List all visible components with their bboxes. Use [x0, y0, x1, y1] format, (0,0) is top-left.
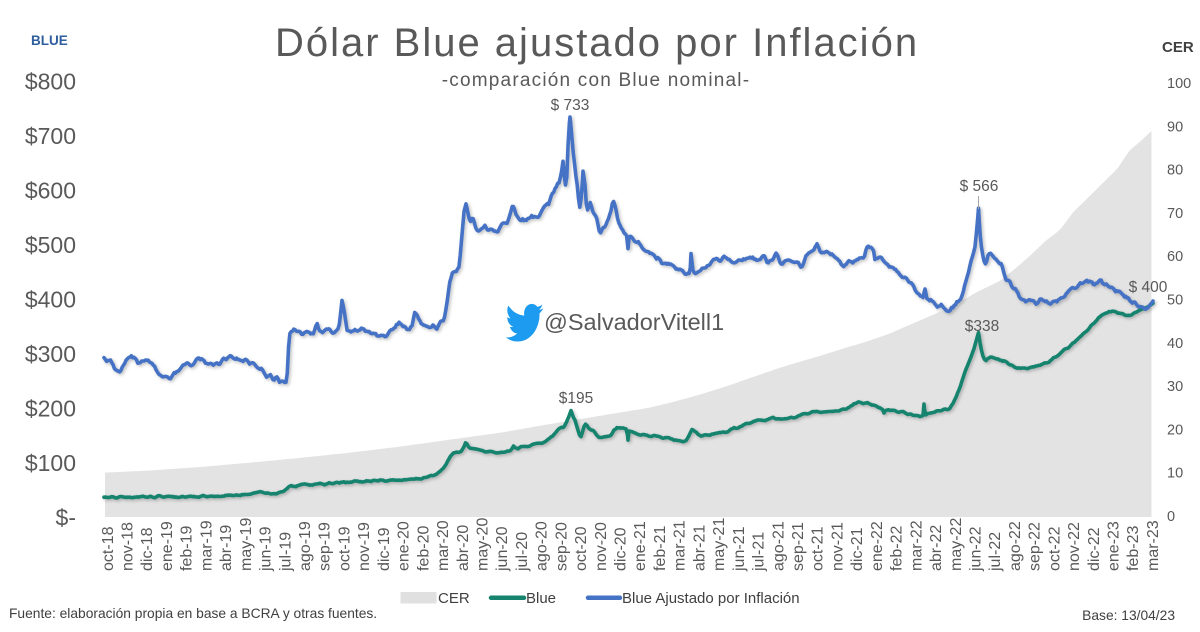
- svg-text:sep-19: sep-19: [317, 522, 334, 571]
- svg-text:100: 100: [1167, 76, 1191, 92]
- svg-text:$338: $338: [965, 318, 999, 335]
- svg-text:70: 70: [1167, 206, 1183, 222]
- svg-text:CER: CER: [438, 590, 470, 607]
- svg-text:CER: CER: [1162, 39, 1194, 56]
- svg-text:jul-20: jul-20: [514, 532, 531, 572]
- svg-text:ago-22: ago-22: [1007, 521, 1024, 571]
- svg-text:nov-21: nov-21: [829, 522, 846, 571]
- svg-text:may-20: may-20: [475, 518, 492, 571]
- svg-text:abr-22: abr-22: [928, 525, 945, 571]
- svg-text:mar-19: mar-19: [198, 520, 215, 571]
- svg-text:$195: $195: [559, 390, 593, 407]
- svg-text:0: 0: [1167, 509, 1175, 525]
- svg-text:sep-21: sep-21: [790, 522, 807, 571]
- svg-text:feb-19: feb-19: [179, 526, 196, 571]
- svg-text:mar-23: mar-23: [1145, 520, 1162, 571]
- svg-text:abr-20: abr-20: [455, 525, 472, 571]
- svg-text:$ 733: $ 733: [551, 97, 590, 114]
- svg-text:$ 400: $ 400: [1129, 279, 1168, 296]
- svg-text:nov-18: nov-18: [120, 522, 137, 571]
- svg-text:ago-19: ago-19: [297, 521, 314, 571]
- svg-text:ago-21: ago-21: [770, 521, 787, 571]
- svg-text:abr-19: abr-19: [218, 525, 235, 571]
- svg-text:nov-19: nov-19: [356, 522, 373, 571]
- svg-text:$100: $100: [25, 450, 76, 476]
- svg-text:Dólar Blue ajustado por Inflac: Dólar Blue ajustado por Inflación: [275, 21, 919, 65]
- svg-text:10: 10: [1167, 466, 1183, 482]
- svg-text:abr-21: abr-21: [691, 525, 708, 571]
- svg-text:$700: $700: [25, 123, 76, 149]
- svg-text:20: 20: [1167, 422, 1183, 438]
- svg-text:@SalvadorVitell1: @SalvadorVitell1: [544, 309, 724, 335]
- svg-text:ene-19: ene-19: [159, 521, 176, 571]
- svg-text:jun-20: jun-20: [494, 526, 511, 572]
- svg-text:30: 30: [1167, 379, 1183, 395]
- svg-text:50: 50: [1167, 293, 1183, 309]
- svg-text:jun-19: jun-19: [258, 526, 275, 572]
- svg-text:jun-21: jun-21: [731, 526, 748, 572]
- svg-text:ene-21: ene-21: [632, 521, 649, 571]
- svg-text:dic-22: dic-22: [1086, 527, 1103, 571]
- svg-text:$800: $800: [25, 69, 76, 95]
- svg-text:$600: $600: [25, 178, 76, 204]
- svg-text:80: 80: [1167, 163, 1183, 179]
- svg-text:$-: $-: [56, 505, 76, 531]
- svg-text:oct-20: oct-20: [573, 526, 590, 571]
- svg-text:sep-22: sep-22: [1027, 522, 1044, 571]
- svg-text:Base: 13/04/23: Base: 13/04/23: [1082, 608, 1175, 623]
- svg-text:mar-22: mar-22: [908, 520, 925, 571]
- svg-text:oct-21: oct-21: [810, 526, 827, 571]
- svg-text:may-19: may-19: [238, 518, 255, 571]
- svg-text:Blue Ajustado por Inflación: Blue Ajustado por Inflación: [622, 590, 800, 607]
- svg-text:$ 566: $ 566: [960, 178, 999, 195]
- svg-text:$400: $400: [25, 287, 76, 313]
- svg-text:60: 60: [1167, 249, 1183, 265]
- svg-text:dic-21: dic-21: [849, 527, 866, 571]
- svg-text:mar-21: mar-21: [672, 520, 689, 571]
- svg-text:mar-20: mar-20: [435, 520, 452, 571]
- svg-text:dic-20: dic-20: [613, 527, 630, 571]
- svg-text:-comparación con Blue nominal-: -comparación con Blue nominal-: [442, 70, 750, 91]
- svg-text:feb-23: feb-23: [1125, 526, 1142, 571]
- svg-text:oct-22: oct-22: [1046, 526, 1063, 571]
- svg-text:may-22: may-22: [948, 518, 965, 571]
- svg-text:$300: $300: [25, 341, 76, 367]
- svg-text:Fuente: elaboración propia en: Fuente: elaboración propia en base a BCR…: [9, 606, 377, 621]
- svg-text:oct-19: oct-19: [336, 526, 353, 571]
- svg-text:jul-21: jul-21: [751, 532, 768, 572]
- svg-text:40: 40: [1167, 336, 1183, 352]
- svg-text:ago-20: ago-20: [534, 521, 551, 571]
- svg-text:dic-19: dic-19: [376, 527, 393, 571]
- svg-text:nov-20: nov-20: [593, 522, 610, 571]
- svg-text:may-21: may-21: [711, 518, 728, 571]
- svg-text:ene-22: ene-22: [869, 521, 886, 571]
- svg-text:nov-22: nov-22: [1066, 522, 1083, 571]
- svg-text:sep-20: sep-20: [553, 522, 570, 571]
- svg-text:dic-18: dic-18: [139, 527, 156, 571]
- svg-text:$500: $500: [25, 232, 76, 258]
- svg-text:feb-21: feb-21: [652, 526, 669, 571]
- svg-text:BLUE: BLUE: [31, 33, 68, 48]
- svg-text:oct-18: oct-18: [100, 526, 117, 571]
- svg-text:Blue: Blue: [526, 590, 556, 607]
- svg-text:jun-22: jun-22: [968, 526, 985, 572]
- svg-text:feb-22: feb-22: [889, 526, 906, 571]
- svg-text:$200: $200: [25, 396, 76, 422]
- svg-text:jul-22: jul-22: [987, 532, 1004, 572]
- svg-text:jul-19: jul-19: [277, 532, 294, 572]
- svg-text:ene-20: ene-20: [396, 521, 413, 571]
- svg-text:ene-23: ene-23: [1106, 521, 1123, 571]
- svg-text:feb-20: feb-20: [415, 526, 432, 571]
- svg-text:90: 90: [1167, 119, 1183, 135]
